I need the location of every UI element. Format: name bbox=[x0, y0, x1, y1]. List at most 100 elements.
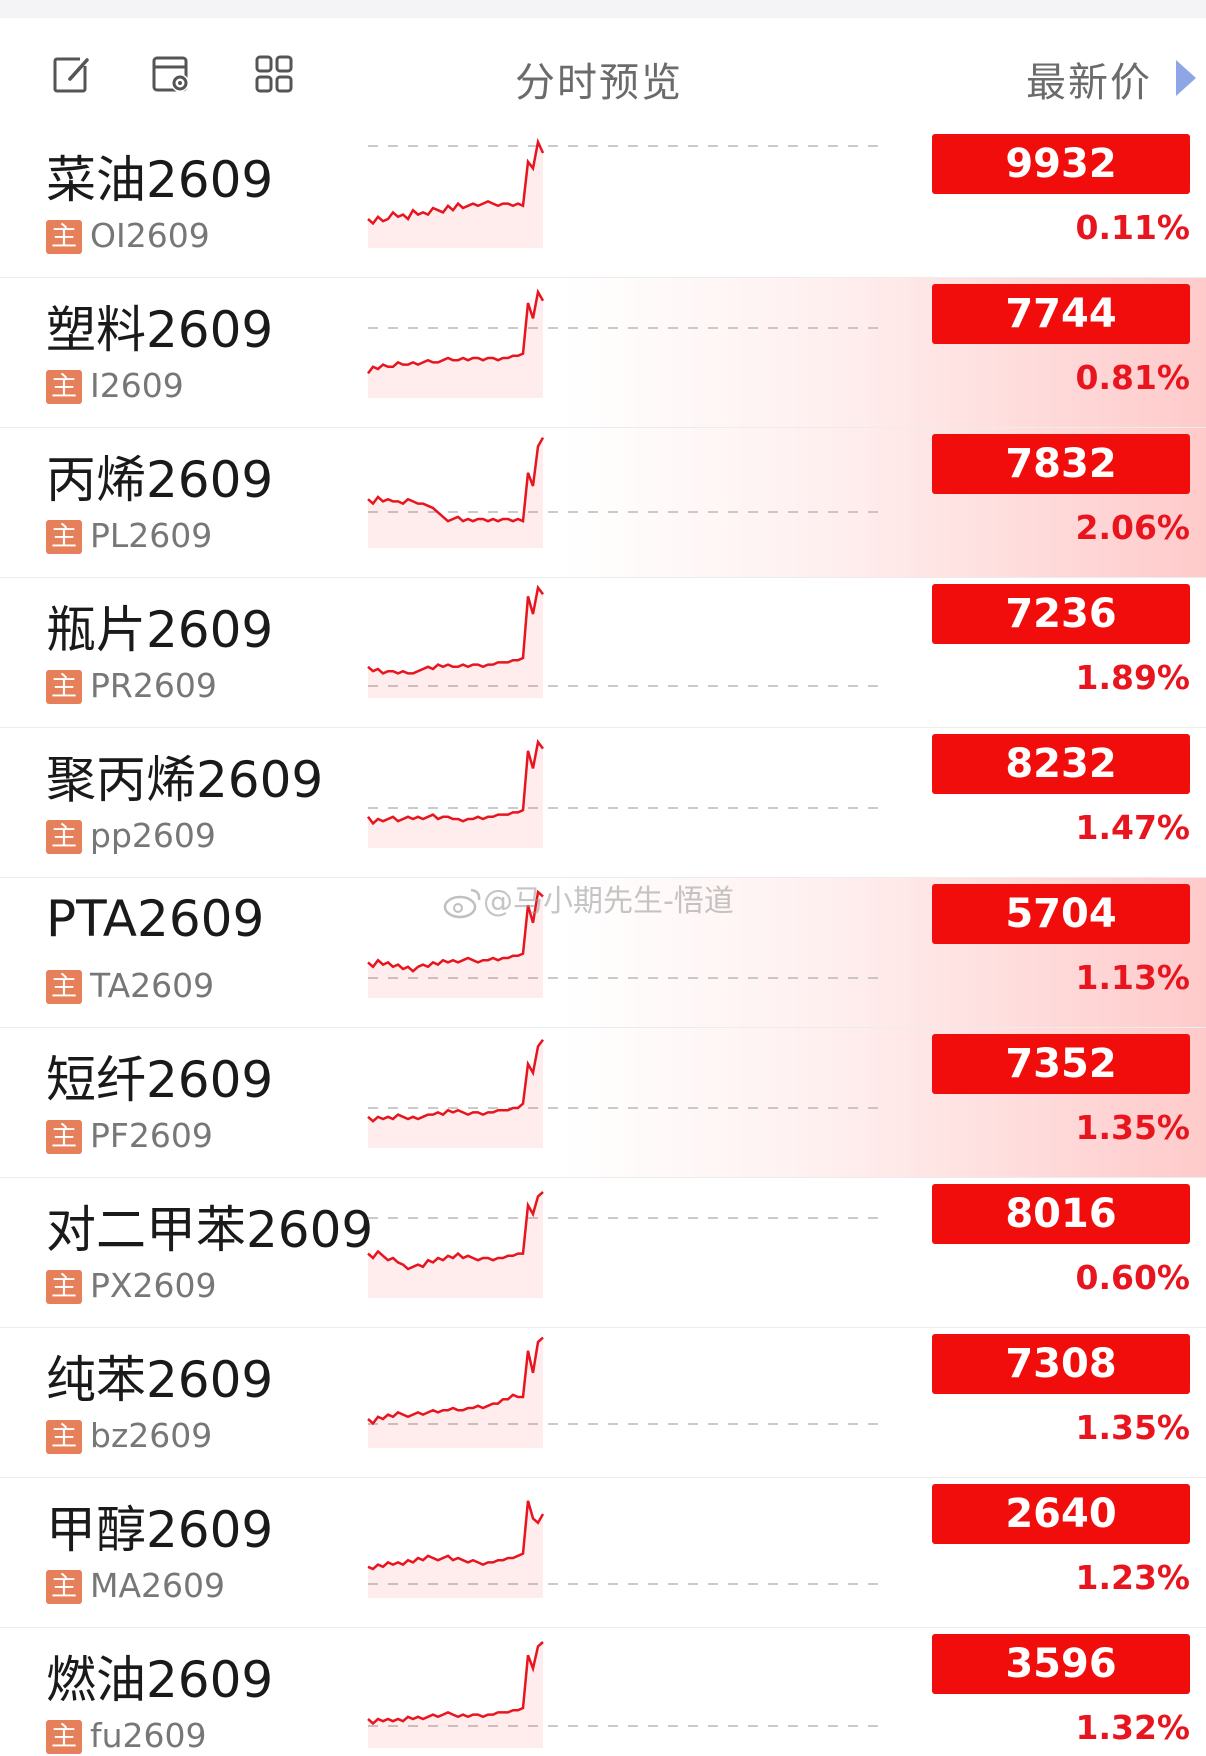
quote-row[interactable]: 燃油2609 主 fu2609 3596 1.32% bbox=[0, 1628, 1206, 1756]
contract-name: PTA2609 bbox=[46, 890, 265, 948]
change-percent: 1.23% bbox=[1075, 1558, 1191, 1597]
sparkline-line bbox=[367, 288, 545, 375]
contract-code: PL2609 bbox=[90, 516, 213, 555]
change-percent: 1.89% bbox=[1075, 658, 1191, 697]
main-contract-badge: 主 bbox=[46, 370, 82, 404]
quote-row[interactable]: 短纤2609 主 PF2609 7352 1.35% bbox=[0, 1028, 1206, 1178]
contract-code: bz2609 bbox=[90, 1416, 213, 1455]
change-percent: 0.11% bbox=[1075, 208, 1191, 247]
quote-panel: 分时预览 最新价 菜油2609 主 OI2609 9932 0.11% 塑料2609 主 I2… bbox=[0, 18, 1206, 1756]
sparkline-area bbox=[368, 292, 543, 398]
latest-price: 7744 bbox=[932, 284, 1190, 344]
main-contract-badge: 主 bbox=[46, 1270, 82, 1304]
latest-price: 8016 bbox=[932, 1184, 1190, 1244]
sparkline-line bbox=[367, 1191, 544, 1271]
change-percent: 2.06% bbox=[1075, 508, 1191, 547]
change-percent: 1.35% bbox=[1075, 1108, 1191, 1147]
latest-price: 3596 bbox=[932, 1634, 1190, 1694]
sparkline-line bbox=[367, 584, 544, 675]
main-contract-badge: 主 bbox=[46, 1420, 82, 1454]
contract-name: 纯苯2609 bbox=[46, 1351, 274, 1409]
quote-row[interactable]: 菜油2609 主 OI2609 9932 0.11% bbox=[0, 128, 1206, 278]
intraday-sparkline bbox=[360, 428, 900, 578]
quote-row[interactable]: 纯苯2609 主 bz2609 7308 1.35% bbox=[0, 1328, 1206, 1478]
sparkline-line bbox=[367, 1641, 544, 1726]
intraday-sparkline bbox=[360, 278, 900, 428]
main-contract-badge: 主 bbox=[46, 670, 82, 704]
change-percent: 1.47% bbox=[1075, 808, 1191, 847]
contract-code: PF2609 bbox=[90, 1116, 213, 1155]
main-contract-badge: 主 bbox=[46, 1720, 82, 1754]
latest-price: 5704 bbox=[932, 884, 1190, 944]
grid-icon[interactable] bbox=[252, 52, 296, 96]
latest-price: 9932 bbox=[932, 134, 1190, 194]
sparkline-area bbox=[368, 1039, 543, 1148]
watermark: @马小期先生-悟道 bbox=[443, 876, 734, 920]
intraday-sparkline bbox=[360, 578, 900, 728]
main-contract-badge: 主 bbox=[46, 220, 82, 254]
sparkline-area bbox=[368, 437, 543, 548]
settings-window-icon[interactable] bbox=[150, 52, 194, 96]
quote-row[interactable]: 塑料2609 主 I2609 7744 0.81% bbox=[0, 278, 1206, 428]
main-contract-badge: 主 bbox=[46, 1120, 82, 1154]
quote-list: 菜油2609 主 OI2609 9932 0.11% 塑料2609 主 I2609 7744 0.… bbox=[0, 128, 1206, 1756]
intraday-sparkline bbox=[360, 1328, 900, 1478]
intraday-sparkline bbox=[360, 728, 900, 878]
intraday-sparkline bbox=[360, 1178, 900, 1328]
edit-icon[interactable] bbox=[50, 52, 94, 96]
contract-code: fu2609 bbox=[90, 1716, 207, 1755]
sparkline-line bbox=[367, 1336, 544, 1426]
quote-row[interactable]: 聚丙烯2609 主 pp2609 8232 1.47% bbox=[0, 728, 1206, 878]
quote-row[interactable]: 丙烯2609 主 PL2609 7832 2.06% bbox=[0, 428, 1206, 578]
quote-row[interactable]: 对二甲苯2609 主 PX2609 8016 0.60% bbox=[0, 1178, 1206, 1328]
contract-code: pp2609 bbox=[90, 816, 216, 855]
contract-name: 聚丙烯2609 bbox=[46, 751, 324, 809]
change-percent: 1.35% bbox=[1075, 1408, 1191, 1447]
contract-name: 短纤2609 bbox=[46, 1051, 274, 1109]
change-percent: 0.60% bbox=[1075, 1258, 1191, 1297]
latest-price: 8232 bbox=[932, 734, 1190, 794]
contract-name: 塑料2609 bbox=[46, 301, 274, 359]
sparkline-area bbox=[368, 587, 543, 698]
latest-price: 7832 bbox=[932, 434, 1190, 494]
sparkline-line bbox=[367, 436, 545, 524]
contract-code: I2609 bbox=[90, 366, 184, 405]
sparkline-line bbox=[367, 1039, 544, 1123]
change-percent: 1.32% bbox=[1075, 1708, 1191, 1747]
main-contract-badge: 主 bbox=[46, 1570, 82, 1604]
triangle-right-icon[interactable] bbox=[1172, 58, 1198, 98]
intraday-sparkline bbox=[360, 1028, 900, 1178]
contract-name: 瓶片2609 bbox=[46, 601, 274, 659]
sparkline-area bbox=[368, 1642, 543, 1748]
sparkline-area bbox=[368, 742, 543, 848]
main-contract-badge: 主 bbox=[46, 520, 82, 554]
latest-price-sort[interactable]: 最新价 bbox=[1026, 60, 1152, 106]
intraday-sparkline bbox=[360, 1478, 900, 1628]
quote-row[interactable]: 甲醇2609 主 MA2609 2640 1.23% bbox=[0, 1478, 1206, 1628]
list-header: 分时预览 最新价 bbox=[0, 18, 1206, 128]
sparkline-area bbox=[368, 1192, 543, 1298]
sparkline-line bbox=[367, 739, 544, 826]
sparkline-area bbox=[368, 142, 543, 248]
contract-code: OI2609 bbox=[90, 216, 210, 255]
latest-price: 2640 bbox=[932, 1484, 1190, 1544]
contract-name: 对二甲苯2609 bbox=[46, 1201, 374, 1259]
contract-name: 丙烯2609 bbox=[46, 451, 274, 509]
watermark-text: @马小期先生-悟道 bbox=[483, 884, 734, 919]
sparkline-line bbox=[367, 137, 545, 226]
sparkline-line bbox=[367, 1500, 545, 1571]
sparkline-area bbox=[368, 1337, 543, 1448]
quote-row[interactable]: 瓶片2609 主 PR2609 7236 1.89% bbox=[0, 578, 1206, 728]
main-contract-badge: 主 bbox=[46, 820, 82, 854]
contract-name: 燃油2609 bbox=[46, 1651, 274, 1709]
latest-price: 7236 bbox=[932, 584, 1190, 644]
contract-code: MA2609 bbox=[90, 1566, 226, 1605]
intraday-sparkline bbox=[360, 878, 900, 1028]
latest-price: 7352 bbox=[932, 1034, 1190, 1094]
latest-price: 7308 bbox=[932, 1334, 1190, 1394]
quote-row[interactable]: PTA2609 主 TA2609 5704 1.13% bbox=[0, 878, 1206, 1028]
change-percent: 1.13% bbox=[1075, 958, 1191, 997]
weibo-icon bbox=[443, 886, 483, 920]
main-contract-badge: 主 bbox=[46, 970, 82, 1004]
contract-code: TA2609 bbox=[90, 966, 215, 1005]
